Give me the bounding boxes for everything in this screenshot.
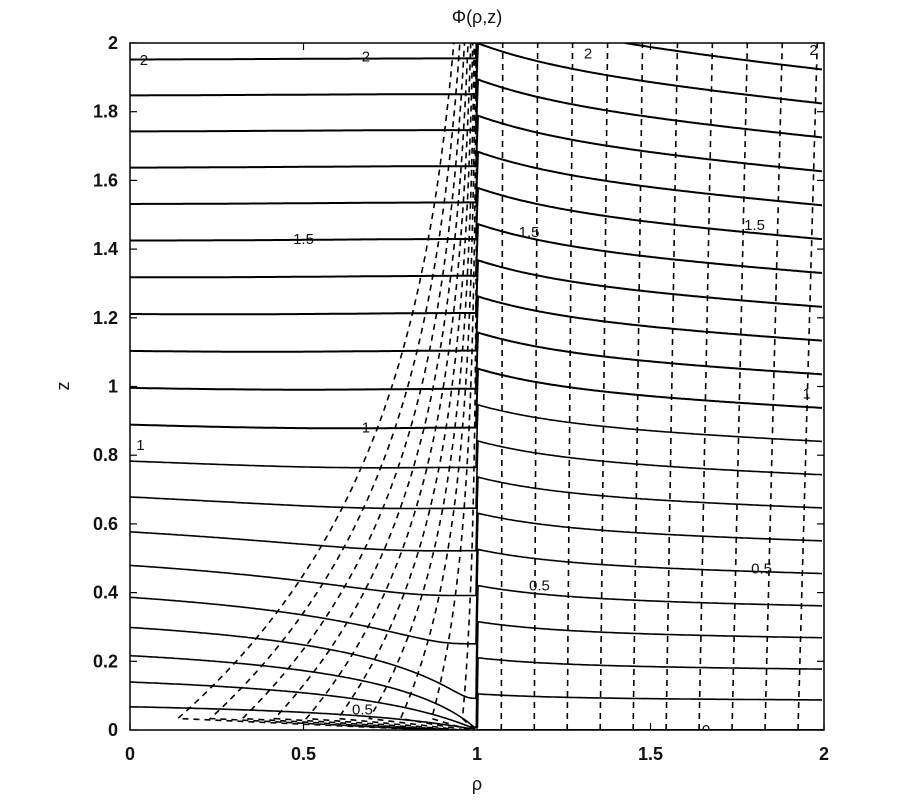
y-tick-label: 2 xyxy=(108,33,118,53)
contour-label: 0.5 xyxy=(529,578,550,595)
x-axis: 0 0.5 1 1.5 2 xyxy=(125,43,829,764)
solid-contour xyxy=(130,403,823,469)
contour-label: 1 xyxy=(802,385,810,402)
y-tick-label: 1.4 xyxy=(93,239,118,259)
solid-contour-lines xyxy=(130,43,824,730)
solid-contour xyxy=(130,222,823,279)
solid-contour xyxy=(130,43,823,71)
dashed-contour xyxy=(336,43,474,730)
dashed-contour xyxy=(272,43,469,730)
contour-label: 0 xyxy=(702,722,710,739)
solid-contour xyxy=(130,186,823,242)
dashed-contour xyxy=(240,43,466,730)
solid-contour xyxy=(130,439,823,510)
solid-contour xyxy=(130,150,823,207)
solid-contour xyxy=(130,331,823,391)
dashed-contour xyxy=(731,43,749,730)
plot-area: 2 2 2 2 1.5 1.5 1.5 1 1 1 0.5 0.5 0.5 0 xyxy=(130,42,824,739)
y-tick-label: 1.8 xyxy=(93,102,118,122)
contour-label: 1.5 xyxy=(293,231,314,248)
y-tick-label: 0.2 xyxy=(93,651,118,671)
x-tick-label: 1.5 xyxy=(638,744,663,764)
contour-label: 1 xyxy=(362,420,370,437)
x-tick-label: 0 xyxy=(125,744,135,764)
x-tick-label: 1 xyxy=(472,744,482,764)
dashed-contour xyxy=(566,43,574,730)
chart-title: Φ(ρ,z) xyxy=(452,7,503,27)
solid-contour xyxy=(130,43,823,105)
dashed-contour xyxy=(175,43,455,730)
contour-label: 1 xyxy=(136,437,144,454)
dashed-contour xyxy=(665,43,679,730)
y-tick-label: 1.6 xyxy=(93,170,118,190)
contour-label: 2 xyxy=(584,45,592,62)
dashed-contour xyxy=(430,43,477,730)
solid-contour xyxy=(130,78,823,139)
contour-label: 1.5 xyxy=(744,217,765,234)
contour-label: 2 xyxy=(809,42,817,59)
solid-contour xyxy=(130,512,822,597)
solid-contour xyxy=(130,620,822,728)
y-tick-label: 1.2 xyxy=(93,308,118,328)
dashed-contour xyxy=(764,43,784,730)
dashed-contour xyxy=(208,43,461,730)
y-tick-label: 0 xyxy=(108,720,118,740)
dashed-contour xyxy=(797,43,818,730)
solid-contour xyxy=(130,367,823,430)
y-tick-label: 0.6 xyxy=(93,514,118,534)
y-axis-label: z xyxy=(53,382,73,391)
dashed-contour xyxy=(599,43,609,730)
dashed-contour xyxy=(533,43,539,730)
contour-label: 1.5 xyxy=(519,224,540,241)
dashed-contour xyxy=(304,43,472,730)
solid-contour xyxy=(130,295,823,353)
contour-labels: 2 2 2 2 1.5 1.5 1.5 1 1 1 0.5 0.5 0.5 0 xyxy=(136,42,818,739)
contour-label: 0.5 xyxy=(751,561,772,578)
solid-contour xyxy=(130,548,822,645)
contour-label: 0.5 xyxy=(352,701,373,718)
x-tick-label: 2 xyxy=(819,744,829,764)
solid-contour xyxy=(130,114,823,173)
x-axis-label: ρ xyxy=(472,774,482,794)
contour-label: 2 xyxy=(140,52,148,69)
solid-contour xyxy=(130,258,823,316)
solid-contour xyxy=(130,476,823,552)
solid-contour xyxy=(130,584,822,700)
y-tick-label: 0.4 xyxy=(93,583,118,603)
y-tick-label: 1 xyxy=(108,377,118,397)
y-axis: 0 0.2 0.4 0.6 0.8 1 1.2 1.4 1.6 1.8 2 xyxy=(93,33,824,740)
dashed-contour xyxy=(500,43,504,730)
x-tick-label: 0.5 xyxy=(291,744,316,764)
contour-label: 2 xyxy=(362,49,370,66)
y-tick-label: 0.8 xyxy=(93,445,118,465)
dashed-contour-lines xyxy=(175,43,818,730)
dashed-contour xyxy=(698,43,714,730)
dashed-contour xyxy=(632,43,644,730)
